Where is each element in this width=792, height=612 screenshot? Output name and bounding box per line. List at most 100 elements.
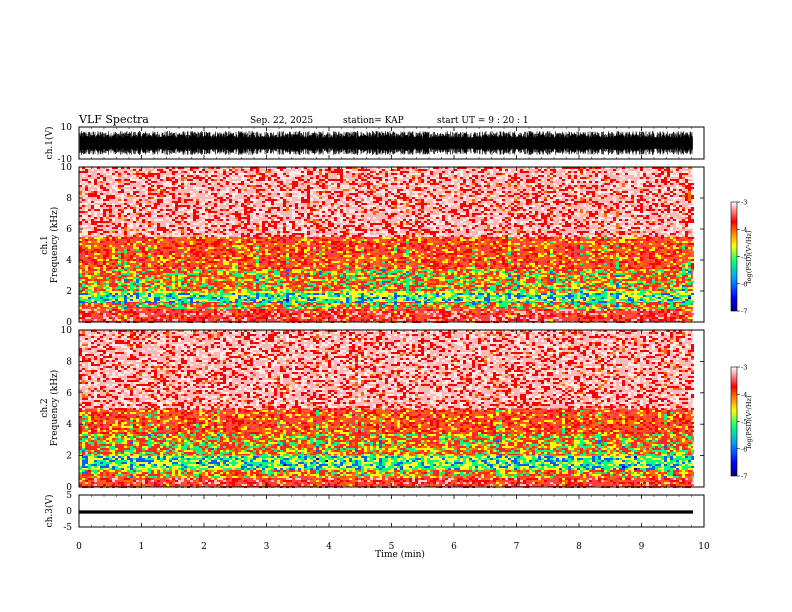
spectrogram-cell: [223, 243, 226, 245]
spectrogram-cell: [97, 285, 100, 287]
spectrogram-cell: [334, 205, 337, 207]
spectrogram-cell: [196, 239, 199, 241]
spectrogram-cell: [340, 203, 343, 205]
spectrogram-cell: [172, 203, 175, 205]
spectrogram-cell: [346, 215, 349, 217]
spectrogram-cell: [157, 299, 160, 301]
spectrogram-cell: [253, 239, 256, 241]
spectrogram-cell: [256, 263, 259, 265]
spectrogram-cell: [106, 297, 109, 299]
spectrogram-cell: [163, 229, 166, 231]
spectrogram-cell: [364, 289, 367, 291]
spectrogram-cell: [277, 187, 280, 189]
spectrogram-cell: [376, 313, 379, 315]
spectrogram-cell: [265, 199, 268, 201]
spectrogram-cell: [91, 265, 94, 267]
spectrogram-cell: [112, 187, 115, 189]
spectrogram-cell: [247, 267, 250, 269]
spectrogram-cell: [343, 263, 346, 265]
spectrogram-cell: [325, 289, 328, 291]
spectrogram-cell: [196, 177, 199, 179]
spectrogram-cell: [310, 187, 313, 189]
spectrogram-cell: [148, 301, 151, 303]
spectrogram-cell: [253, 269, 256, 271]
spectrogram-cell: [280, 255, 283, 257]
spectrogram-cell: [358, 205, 361, 207]
spectrogram-cell: [223, 283, 226, 285]
spectrogram-cell: [109, 239, 112, 241]
spectrogram-cell: [325, 305, 328, 307]
spectrogram-cell: [346, 167, 349, 169]
spectrogram-cell: [247, 175, 250, 177]
spectrogram-cell: [79, 249, 82, 251]
spectrogram-cell: [85, 203, 88, 205]
spectrogram-cell: [79, 263, 82, 265]
spectrogram-cell: [301, 235, 304, 237]
spectrogram-cell: [289, 225, 292, 227]
spectrogram-cell: [334, 269, 337, 271]
spectrogram-cell: [355, 287, 358, 289]
spectrogram-cell: [241, 243, 244, 245]
spectrogram-cell: [103, 301, 106, 303]
spectrogram-cell: [298, 193, 301, 195]
spectrogram-cell: [337, 199, 340, 201]
spectrogram-cell: [358, 245, 361, 247]
spectrogram-cell: [301, 167, 304, 169]
spectrogram-cell: [250, 209, 253, 211]
spectrogram-cell: [190, 229, 193, 231]
spectrogram-cell: [325, 309, 328, 311]
spectrogram-cell: [262, 275, 265, 277]
spectrogram-cell: [280, 267, 283, 269]
spectrogram-cell: [268, 217, 271, 219]
spectrogram-cell: [193, 217, 196, 219]
spectrogram-cell: [112, 305, 115, 307]
spectrogram-cell: [79, 289, 82, 291]
spectrogram-cell: [343, 261, 346, 263]
spectrogram-cell: [310, 179, 313, 181]
spectrogram-cell: [298, 217, 301, 219]
spectrogram-cell: [79, 211, 82, 213]
spectrogram-cell: [271, 267, 274, 269]
spectrogram-cell: [310, 215, 313, 217]
spectrogram-cell: [367, 297, 370, 299]
spectrogram-cell: [307, 201, 310, 203]
spectrogram-cell: [91, 295, 94, 297]
spectrogram-cell: [247, 313, 250, 315]
spectrogram-cell: [277, 193, 280, 195]
spectrogram-cell: [187, 217, 190, 219]
spectrogram-cell: [355, 291, 358, 293]
spectrogram-cell: [385, 179, 388, 181]
spectrogram-cell: [160, 283, 163, 285]
spectrogram-cell: [244, 223, 247, 225]
spectrogram-cell: [355, 221, 358, 223]
spectrogram-cell: [295, 291, 298, 293]
spectrogram-cell: [259, 265, 262, 267]
spectrogram-cell: [292, 247, 295, 249]
spectrogram-cell: [133, 211, 136, 213]
spectrogram-cell: [121, 247, 124, 249]
spectrogram-cell: [130, 313, 133, 315]
spectrogram-cell: [196, 261, 199, 263]
spectrogram-cell: [208, 249, 211, 251]
spectrogram-cell: [166, 205, 169, 207]
spectrogram-cell: [352, 275, 355, 277]
spectrogram-cell: [91, 189, 94, 191]
spectrogram-cell: [127, 239, 130, 241]
spectrogram-cell: [325, 235, 328, 237]
spectrogram-cell: [304, 213, 307, 215]
spectrogram-cell: [223, 169, 226, 171]
spectrogram-cell: [307, 213, 310, 215]
spectrogram-cell: [334, 281, 337, 283]
spectrogram-cell: [364, 243, 367, 245]
spectrogram-cell: [148, 233, 151, 235]
spectrogram-cell: [220, 179, 223, 181]
spectrogram-cell: [346, 281, 349, 283]
spectrogram-cell: [262, 221, 265, 223]
spectrogram-cell: [175, 193, 178, 195]
spectrogram-cell: [265, 175, 268, 177]
spectrogram-cell: [202, 261, 205, 263]
spectrogram-cell: [295, 215, 298, 217]
spectrogram-cell: [142, 307, 145, 309]
spectrogram-cell: [373, 225, 376, 227]
spectrogram-cell: [181, 233, 184, 235]
